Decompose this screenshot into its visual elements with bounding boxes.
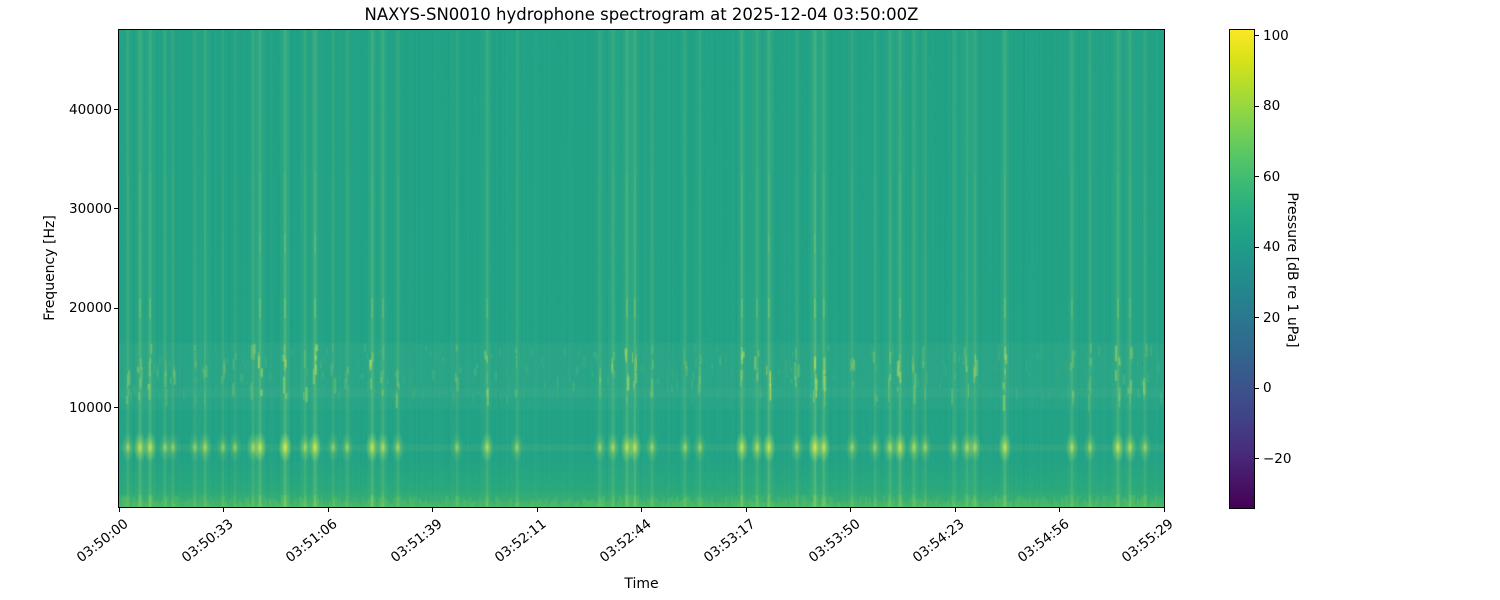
plot-area — [118, 29, 1165, 508]
x-tick-label: 03:51:39 — [387, 516, 446, 566]
x-tick-label: 03:52:11 — [492, 516, 550, 566]
chart-title: NAXYS-SN0010 hydrophone spectrogram at 2… — [364, 5, 919, 24]
x-tick-mark — [223, 507, 224, 512]
x-tick-label: 03:53:50 — [805, 516, 864, 566]
y-tick-label: 20000 — [69, 300, 112, 317]
y-tick-label: 40000 — [69, 101, 112, 118]
x-tick-mark — [850, 507, 851, 512]
y-tick-mark — [114, 407, 119, 409]
x-tick-label: 03:50:00 — [74, 516, 132, 566]
colorbar-tick-mark — [1254, 35, 1259, 37]
colorbar — [1229, 29, 1255, 509]
colorbar-tick-label: 40 — [1263, 239, 1281, 256]
x-tick-mark — [1059, 507, 1060, 512]
y-tick-label: 30000 — [69, 200, 112, 217]
x-tick-mark — [641, 507, 642, 512]
colorbar-tick-label: 20 — [1263, 309, 1281, 326]
colorbar-tick-mark — [1254, 105, 1259, 107]
x-tick-mark — [118, 507, 120, 512]
x-tick-mark — [745, 507, 747, 512]
colorbar-tick-mark — [1254, 387, 1259, 389]
x-tick-label: 03:54:23 — [910, 516, 968, 566]
colorbar-tick-mark — [1254, 317, 1259, 319]
y-tick-label: 10000 — [69, 399, 112, 416]
colorbar-tick-label: 100 — [1263, 27, 1289, 44]
colorbar-tick-label: 60 — [1263, 168, 1281, 185]
y-tick-mark — [114, 307, 119, 309]
x-tick-label: 03:52:44 — [596, 516, 655, 566]
x-tick-mark — [432, 507, 433, 512]
x-tick-label: 03:55:29 — [1119, 516, 1177, 566]
x-tick-label: 03:54:56 — [1014, 516, 1073, 566]
x-tick-label: 03:53:17 — [701, 516, 759, 566]
colorbar-tick-mark — [1254, 458, 1259, 460]
x-tick-mark — [536, 507, 538, 512]
colorbar-tick-label: 80 — [1263, 98, 1281, 115]
y-tick-mark — [114, 208, 119, 210]
x-tick-label: 03:50:33 — [178, 516, 237, 566]
x-tick-mark — [1163, 507, 1165, 512]
x-tick-mark — [327, 507, 329, 512]
x-axis-label: Time — [624, 576, 659, 592]
colorbar-tick-label: 0 — [1263, 380, 1272, 397]
x-tick-label: 03:51:06 — [283, 516, 341, 566]
y-tick-mark — [114, 109, 119, 110]
x-tick-mark — [954, 507, 956, 512]
colorbar-tick-mark — [1254, 246, 1259, 248]
spectrogram-heatmap — [119, 30, 1164, 507]
colorbar-tick-mark — [1254, 176, 1259, 178]
colorbar-tick-label: −20 — [1263, 450, 1292, 467]
colorbar-label: Pressure [dB re 1 uPa] — [1284, 192, 1300, 348]
